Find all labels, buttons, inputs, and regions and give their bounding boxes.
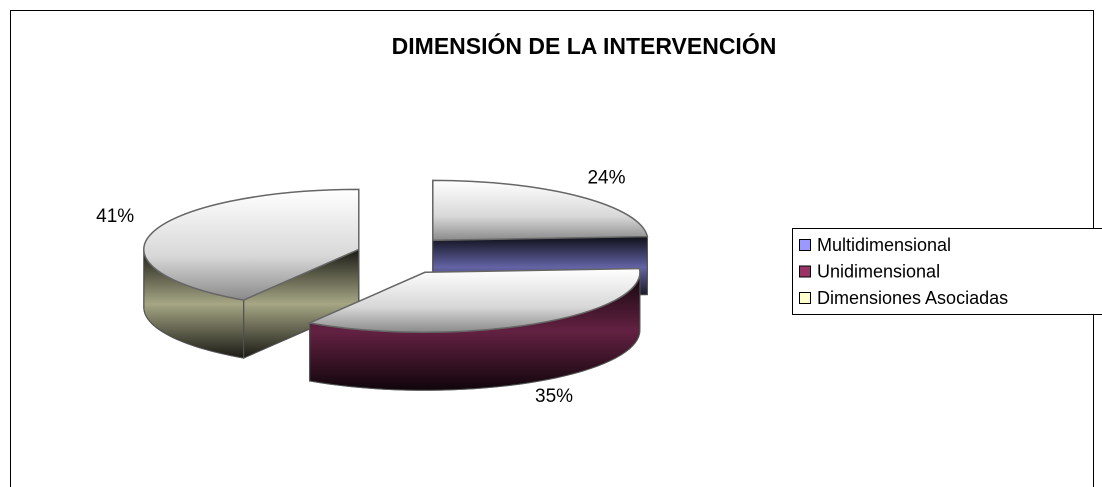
pie: 24% 41% 35% <box>96 167 649 407</box>
legend-box <box>792 228 1102 315</box>
data-label: 35% <box>535 386 573 407</box>
legend-label: Dimensiones Asociadas <box>817 288 1008 308</box>
legend-swatch <box>799 292 811 304</box>
slice-top <box>432 179 649 242</box>
legend-swatch <box>799 265 811 278</box>
pie-slice <box>143 188 360 359</box>
chart-title: DIMENSIÓN DE LA INTERVENCIÓN <box>392 32 777 59</box>
slice-top <box>143 188 360 301</box>
data-label: 41% <box>96 206 134 227</box>
legend: Multidimensional Unidimensional Dimensione… <box>792 228 1102 315</box>
data-label: 24% <box>587 167 625 188</box>
legend-label: Unidimensional <box>817 261 940 281</box>
legend-swatch <box>799 239 811 251</box>
slice-top <box>307 267 641 334</box>
legend-label: Multidimensional <box>817 235 951 255</box>
pie-slice <box>307 267 641 391</box>
